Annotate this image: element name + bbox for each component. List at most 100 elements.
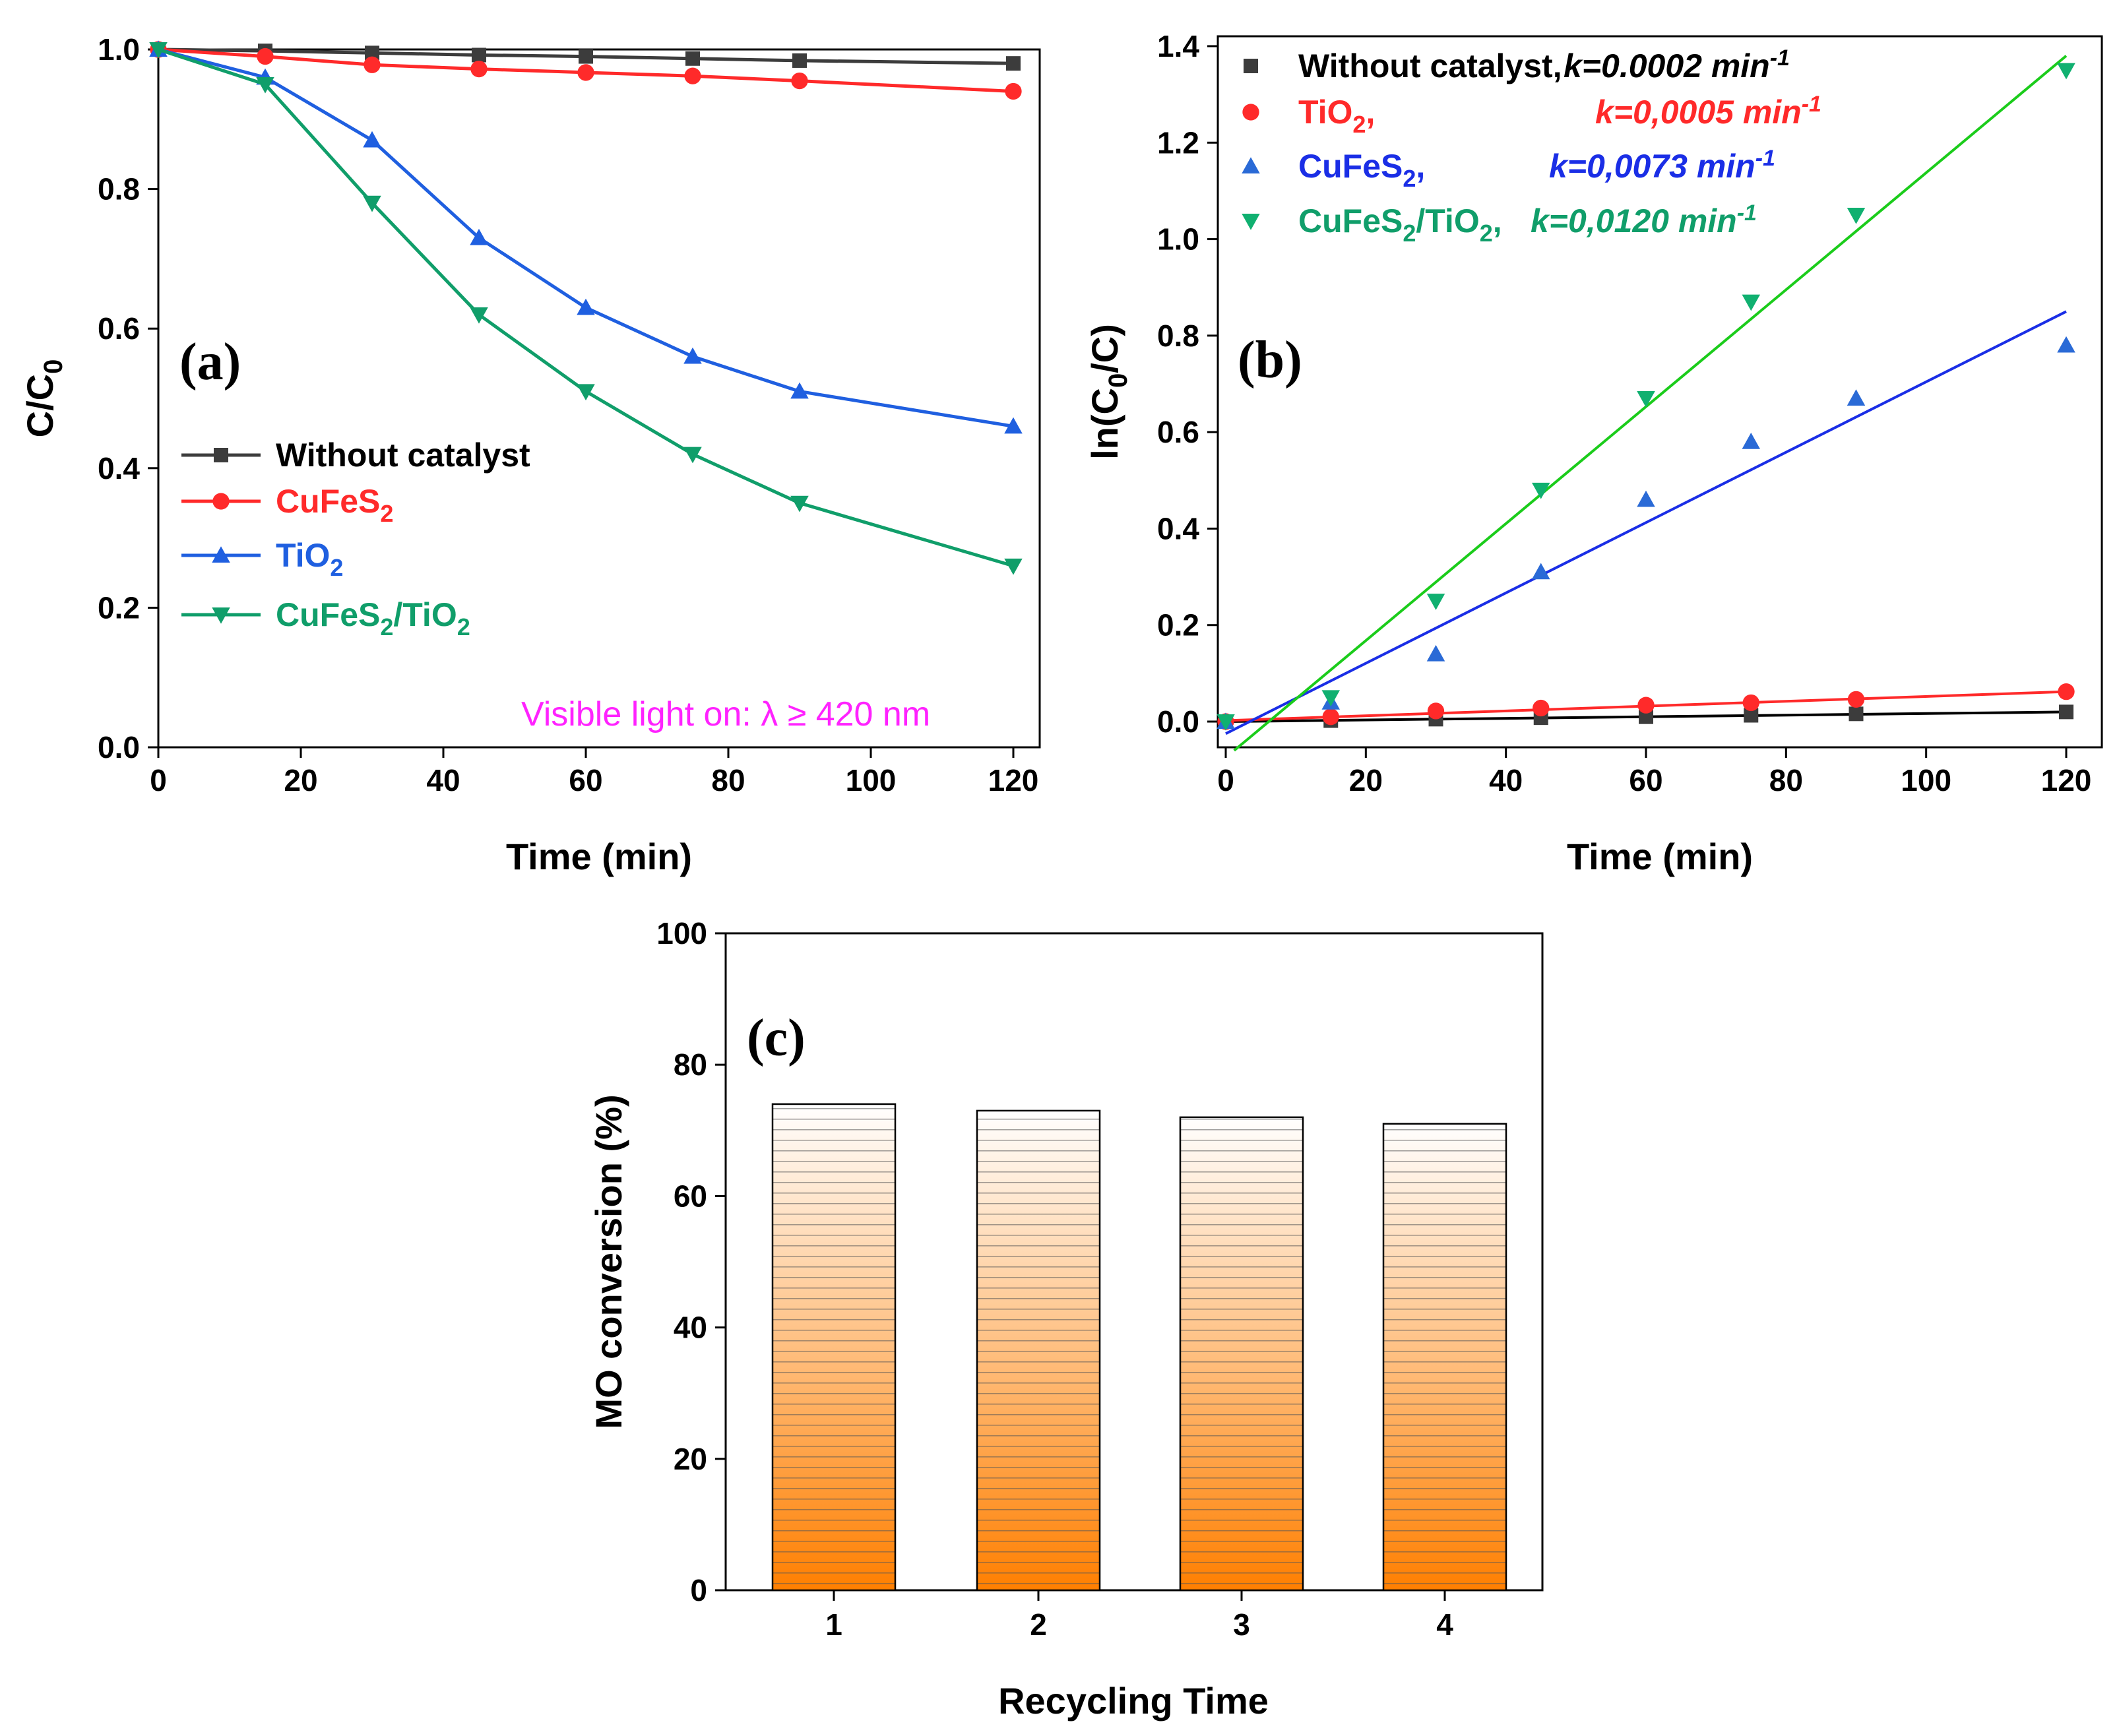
panel-a-y-ticks: 0.0 0.2 0.4 0.6 0.8 1.0 xyxy=(98,32,158,764)
data-point xyxy=(149,42,168,59)
data-point xyxy=(1426,594,1445,610)
data-point xyxy=(1426,644,1445,662)
rate-constant-label: k=0,0073 min-1 xyxy=(1549,146,1775,185)
panel-c: 0 20 40 60 80 100 1 2 3 4 (c) Recycling Time MO … xyxy=(588,916,1544,1721)
legend-marker xyxy=(212,607,230,624)
legend-label-subscript: 2 xyxy=(380,613,393,640)
legend-label: CuFeS2 xyxy=(276,483,393,527)
data-point xyxy=(1742,694,1759,712)
rate-constant-value: k=0,0120 min xyxy=(1531,202,1737,239)
rate-constant-superscript: -1 xyxy=(1770,46,1790,71)
legend-label-subscript: 2 xyxy=(1403,220,1416,247)
panel-b-x-axis-title: Time (min) xyxy=(1567,836,1753,877)
legend-label-subscript: 2 xyxy=(330,554,343,581)
legend-marker xyxy=(1242,104,1259,121)
legend-marker xyxy=(212,546,230,563)
data-point xyxy=(365,46,379,61)
legend-marker xyxy=(214,448,228,462)
x-tick-label: 100 xyxy=(1901,763,1951,797)
panel-b-x-ticks: 0 20 40 60 80 100 120 xyxy=(1217,747,2091,797)
data-point xyxy=(2058,683,2075,700)
x-tick-label: 2 xyxy=(1030,1607,1047,1642)
legend-label-main: CuFeS xyxy=(276,596,380,633)
legend-label-tail-2: , xyxy=(1493,202,1502,239)
y-tick-label: 0.4 xyxy=(98,451,140,485)
panel-a-x-ticks: 0 20 40 60 80 100 120 xyxy=(150,747,1038,797)
data-point xyxy=(1639,709,1653,724)
fit-line xyxy=(1225,310,2067,735)
legend-marker xyxy=(212,493,230,510)
y-tick-label: 1.2 xyxy=(1157,125,1199,160)
bar-stripes xyxy=(1180,1117,1303,1590)
rate-constant-label: k=0.0002 min-1 xyxy=(1564,46,1790,84)
x-tick-label: 0 xyxy=(150,763,167,797)
legend-label-tail: /TiO xyxy=(1416,202,1479,239)
legend-label: TiO2 xyxy=(276,537,343,581)
panel-a-series xyxy=(149,40,1023,575)
x-tick-label: 1 xyxy=(825,1607,842,1642)
data-point xyxy=(683,347,702,364)
data-point xyxy=(1742,294,1760,311)
data-point xyxy=(257,47,274,65)
y-tick-label: 0.0 xyxy=(98,730,140,764)
data-point xyxy=(472,47,486,63)
data-point xyxy=(1742,433,1760,449)
panel-b-series xyxy=(1217,63,2075,731)
data-point xyxy=(684,67,701,84)
panel-c-y-ticks: 0 20 40 60 80 100 xyxy=(656,916,726,1607)
rate-constant-superscript: -1 xyxy=(1755,146,1775,171)
data-point xyxy=(790,382,809,399)
panel-a-y-axis-title: C/C0 xyxy=(19,359,68,438)
legend-label: TiO2, xyxy=(1298,94,1375,138)
panel-b-label: (b) xyxy=(1238,331,1302,389)
x-tick-label: 20 xyxy=(284,763,317,797)
panel-b-y-axis-title: ln(C0/C) xyxy=(1084,324,1133,460)
y-tick-label: 0.8 xyxy=(98,172,140,206)
data-point xyxy=(1744,708,1759,723)
series-line xyxy=(158,47,1014,428)
data-point xyxy=(1849,706,1864,722)
data-point xyxy=(1004,417,1023,434)
data-point xyxy=(1006,56,1021,71)
x-tick-label: 60 xyxy=(1629,763,1662,797)
data-point xyxy=(363,131,381,148)
y-tick-label: 40 xyxy=(674,1311,707,1345)
y-tick-label: 1.0 xyxy=(98,32,140,67)
x-tick-label: 100 xyxy=(846,763,897,797)
data-point xyxy=(2057,336,2075,353)
data-point xyxy=(1004,558,1023,575)
y-tick-label: 0.6 xyxy=(1157,415,1199,449)
data-point xyxy=(470,228,488,245)
panel-a: 0 20 40 60 80 100 120 0.0 0.2 0.4 0.6 0.8 1.0 (a) T… xyxy=(19,32,1041,877)
panel-b-plot-frame xyxy=(1217,35,2103,749)
legend-label: Without catalyst, xyxy=(1298,47,1562,84)
series-line xyxy=(158,47,1014,93)
y-tick-label: 0.2 xyxy=(98,590,140,625)
legend-label-tail-subscript: 2 xyxy=(1480,220,1493,247)
data-point xyxy=(2059,704,2073,720)
x-tick-label: 40 xyxy=(426,763,460,797)
data-point xyxy=(1533,699,1550,717)
legend-label: Without catalyst xyxy=(276,437,530,474)
fit-line xyxy=(1233,55,2068,752)
data-point xyxy=(1427,702,1445,720)
legend-label: CuFeS2/TiO2, xyxy=(1298,202,1502,247)
x-tick-label: 4 xyxy=(1436,1607,1453,1642)
y-tick-label: 1.4 xyxy=(1157,29,1199,63)
legend-label: CuFeS2/TiO2 xyxy=(276,596,470,640)
rate-constant-label: k=0,0120 min-1 xyxy=(1531,201,1757,239)
panel-c-plot-frame xyxy=(724,932,1544,1592)
y-tick-label: 100 xyxy=(656,916,707,950)
legend-marker xyxy=(1242,157,1260,173)
data-point xyxy=(470,307,488,324)
y-tick-label: 0.8 xyxy=(1157,319,1199,353)
data-point xyxy=(1847,691,1865,708)
data-point xyxy=(791,72,808,90)
legend-label-main: CuFeS xyxy=(276,483,380,520)
panel-a-light-note: Visible light on: λ ≥ 420 nm xyxy=(521,695,930,733)
data-point xyxy=(256,77,274,94)
data-point xyxy=(364,56,381,73)
y-tick-label: 1.0 xyxy=(1157,222,1199,257)
